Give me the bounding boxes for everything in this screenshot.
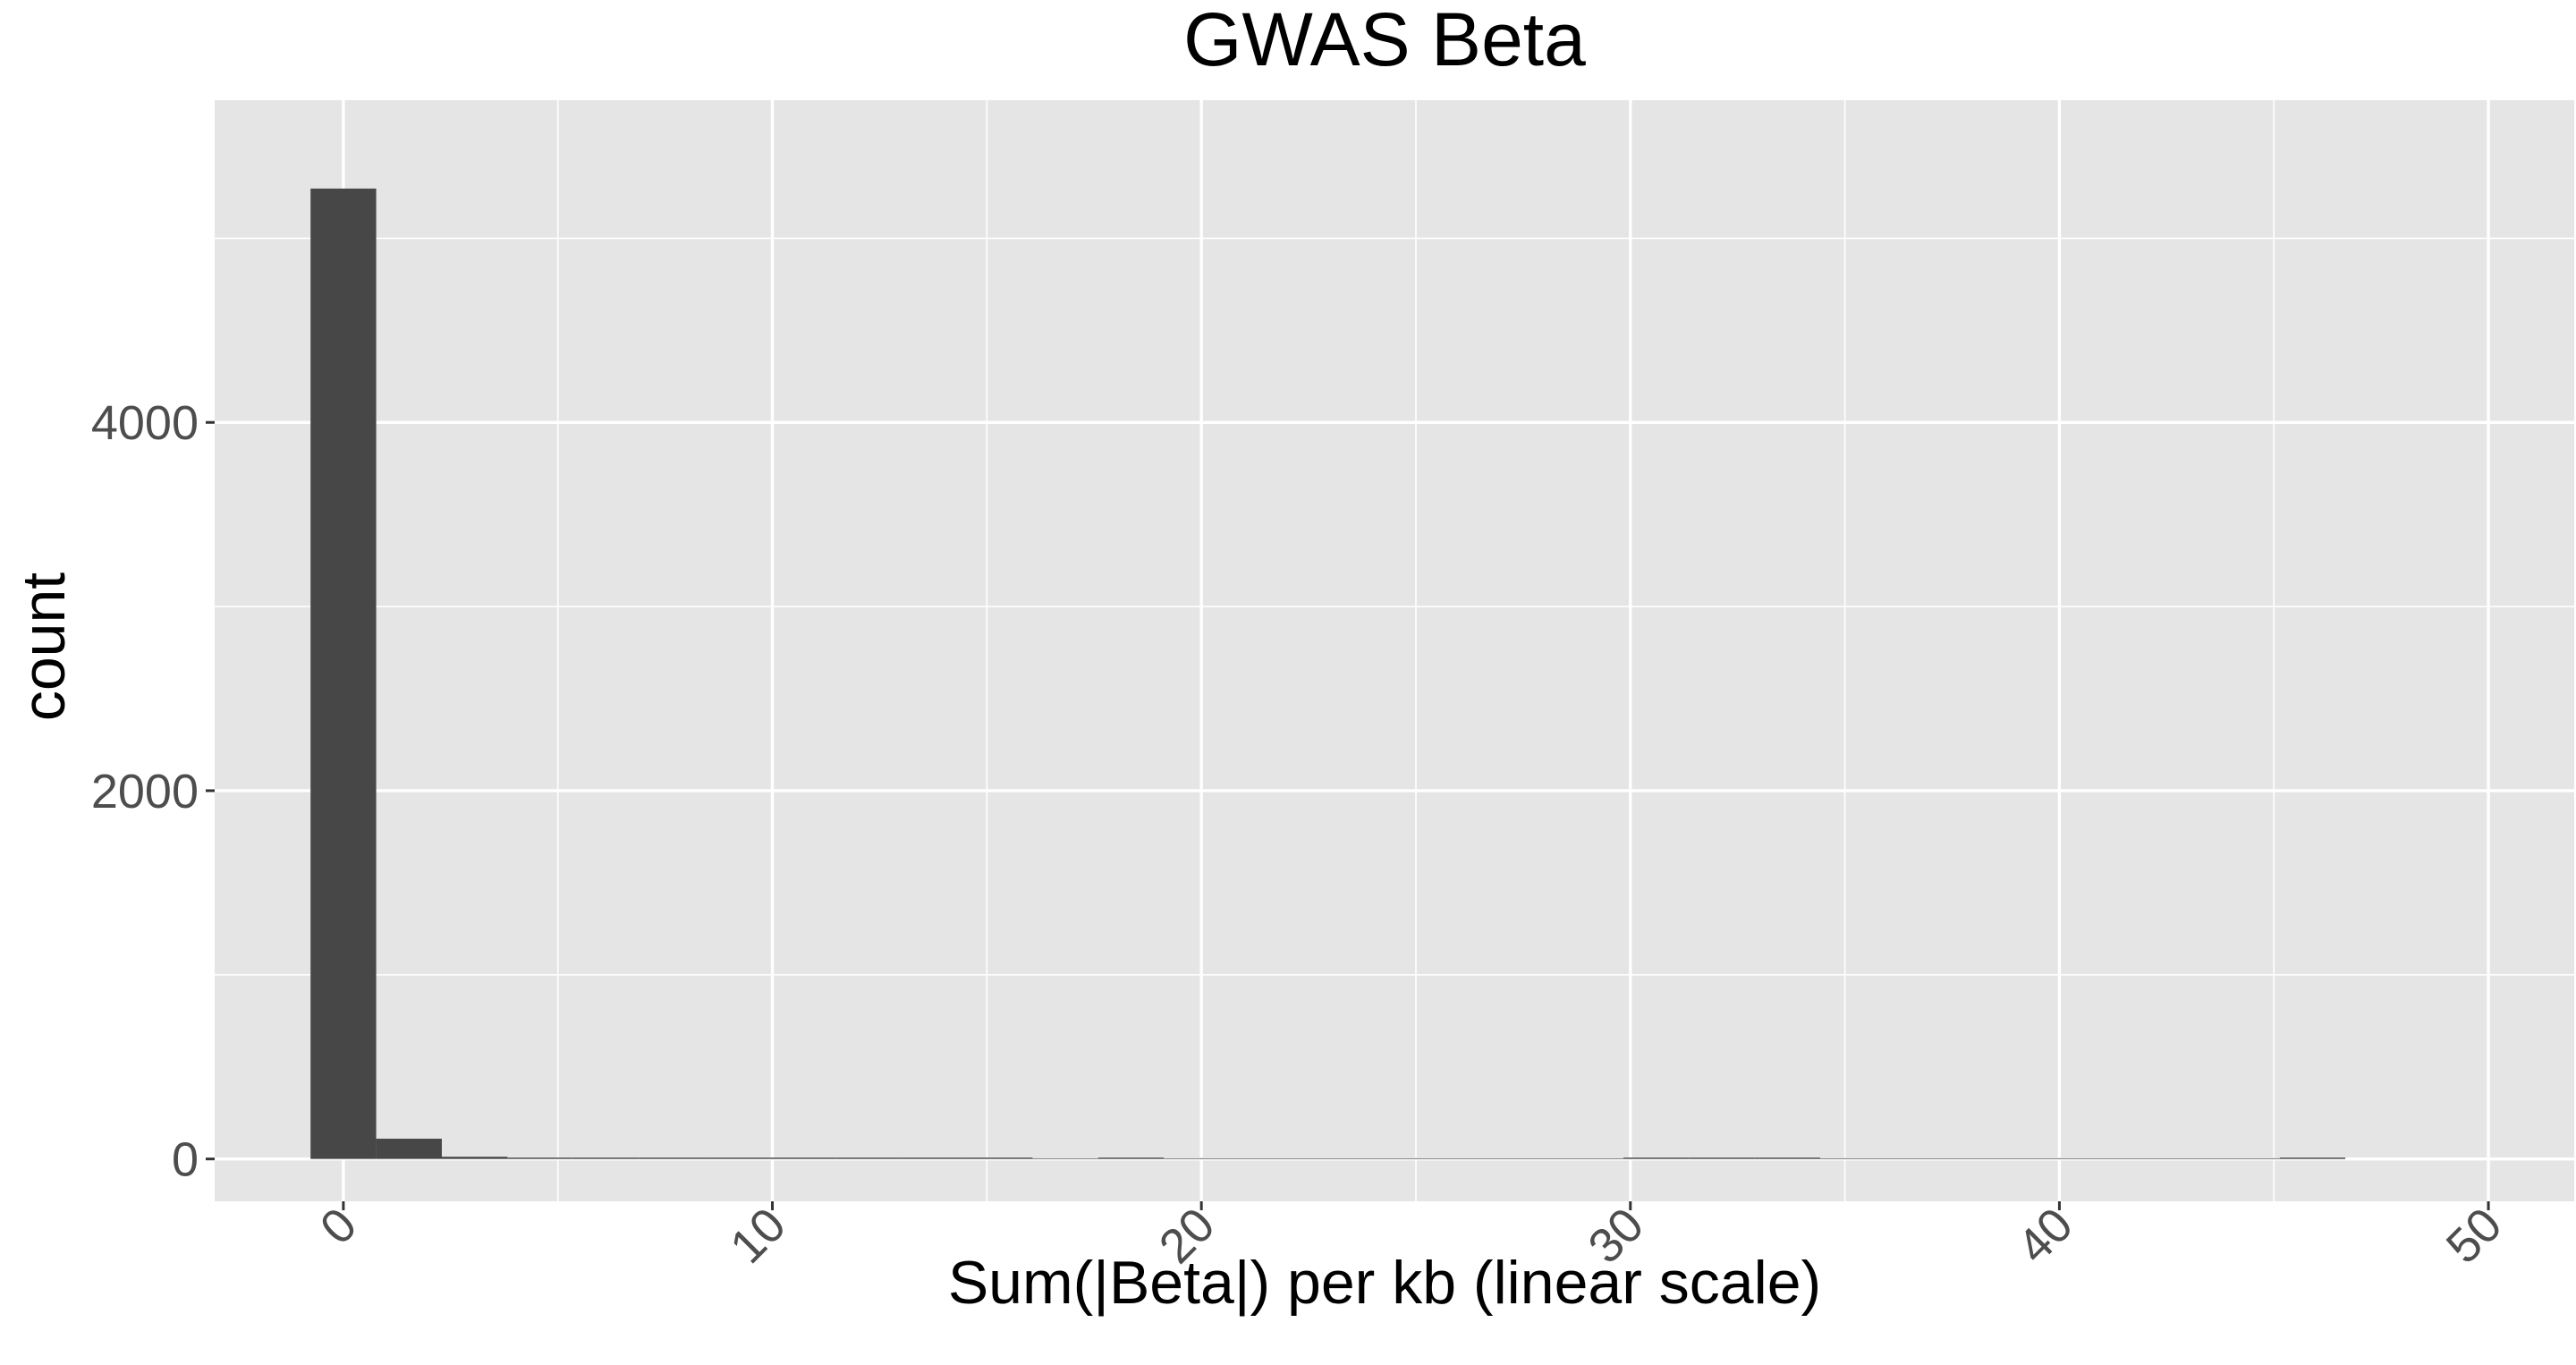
histogram-bar: [1294, 1157, 1361, 1159]
histogram-bar: [1426, 1157, 1493, 1159]
histogram-bar: [1164, 1157, 1230, 1159]
y-tick-label: 2000: [91, 765, 199, 818]
minor-gridlines: [215, 100, 2574, 1201]
histogram-bar: [2279, 1157, 2346, 1159]
chart-title: GWAS Beta: [1183, 0, 1586, 81]
histogram-bar: [835, 1157, 902, 1159]
histogram-bar: [1557, 1157, 1623, 1159]
histogram-bar: [2017, 1157, 2083, 1159]
histogram-bar: [2214, 1157, 2280, 1159]
histogram-bar: [310, 188, 377, 1159]
x-axis-label: Sum(|Beta|) per kb (linear scale): [948, 1249, 1821, 1317]
plot-panel: [215, 100, 2574, 1201]
histogram-bar: [967, 1157, 1033, 1159]
histogram-bar: [1492, 1157, 1558, 1159]
histogram-bar: [1754, 1157, 1821, 1159]
y-tick-label: 4000: [91, 396, 199, 450]
histogram-bar: [704, 1157, 770, 1159]
histogram-bar: [1360, 1157, 1427, 1159]
x-tick-label: 50: [2436, 1198, 2512, 1274]
histogram-bar: [1097, 1157, 1165, 1159]
histogram-bars: [310, 188, 2346, 1159]
x-tick-label: 40: [2007, 1198, 2083, 1274]
histogram-bar: [1885, 1157, 1952, 1159]
histogram-bar: [376, 1139, 442, 1159]
histogram-bar: [1623, 1157, 1690, 1159]
histogram-bar: [901, 1157, 968, 1159]
histogram-bar: [1229, 1157, 1295, 1159]
y-axis-label: count: [10, 572, 78, 721]
histogram-bar: [1820, 1157, 1886, 1159]
x-tick-label: 0: [310, 1198, 368, 1255]
histogram-bar: [1951, 1157, 2018, 1159]
histogram-bar: [572, 1157, 640, 1159]
histogram-bar: [441, 1157, 508, 1159]
histogram-bar: [1689, 1157, 1755, 1159]
histogram-bar: [639, 1157, 705, 1159]
y-tick-label: 0: [172, 1133, 199, 1187]
histogram-bar: [2148, 1157, 2215, 1159]
y-axis-ticks: 0 2000 4000: [91, 396, 215, 1187]
histogram-bar: [769, 1157, 836, 1159]
x-tick-label: 10: [720, 1198, 796, 1274]
histogram-bar: [507, 1157, 573, 1159]
histogram-bar: [2082, 1157, 2148, 1159]
histogram-bar: [1032, 1157, 1098, 1159]
